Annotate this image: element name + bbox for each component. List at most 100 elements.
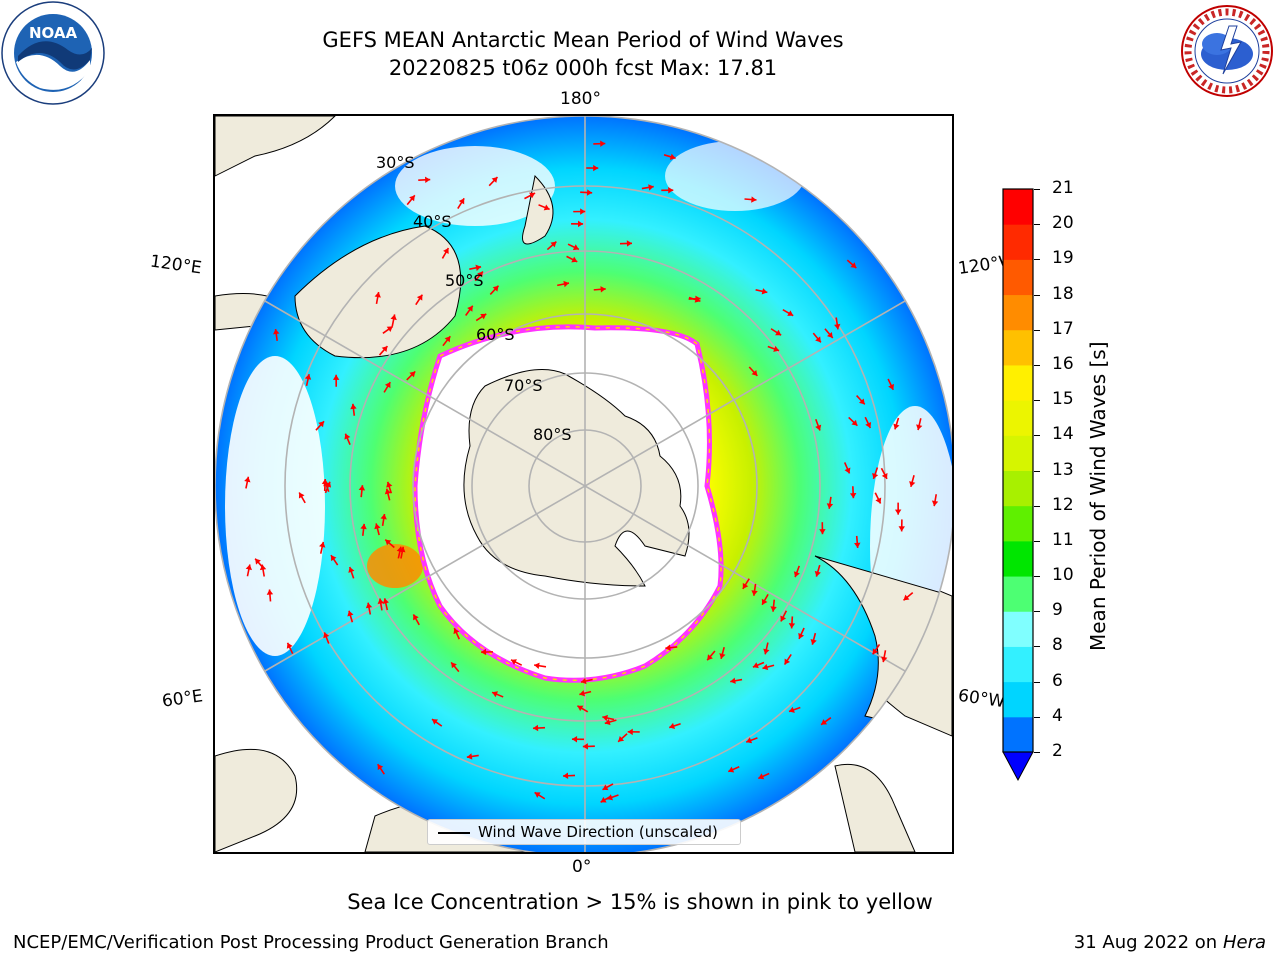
wind-wave-arrowhead bbox=[273, 328, 280, 335]
wind-wave-arrowhead bbox=[543, 204, 550, 211]
legend-line-swatch bbox=[438, 832, 470, 834]
wind-wave-arrowhead bbox=[385, 539, 392, 546]
wind-wave-arrowhead bbox=[618, 735, 625, 742]
wind-wave-arrowhead bbox=[384, 488, 392, 495]
noaa-logo-text: NOAA bbox=[29, 24, 78, 42]
wind-wave-arrowhead bbox=[607, 794, 614, 801]
wind-wave-arrowhead bbox=[577, 705, 584, 712]
colorbar-tick-mark bbox=[1034, 505, 1040, 507]
wind-wave-arrows bbox=[244, 140, 939, 803]
wind-wave-arrowhead bbox=[380, 513, 387, 520]
wind-wave-arrowhead bbox=[872, 648, 879, 655]
wind-wave-arrowhead bbox=[286, 642, 293, 649]
colorbar-segment bbox=[1003, 364, 1033, 401]
wind-wave-arrowhead bbox=[798, 632, 805, 639]
map-canvas bbox=[215, 116, 952, 852]
wind-wave-arrowhead bbox=[348, 567, 355, 573]
wind-wave-arrowhead bbox=[266, 589, 274, 595]
wind-wave-arrowhead bbox=[751, 369, 758, 376]
wind-wave-arrowhead bbox=[788, 623, 796, 629]
wind-wave-arrowhead bbox=[477, 271, 483, 278]
colorbar-segment bbox=[1003, 259, 1033, 296]
colorbar-tick-mark bbox=[1034, 576, 1040, 578]
wind-wave-arrowhead bbox=[533, 724, 539, 732]
wind-wave-arrowhead bbox=[761, 598, 768, 605]
graticule bbox=[215, 116, 952, 852]
colorbar-tick-mark bbox=[1034, 681, 1040, 683]
wind-wave-arrowhead bbox=[854, 542, 861, 548]
legend-label: Wind Wave Direction (unscaled) bbox=[478, 823, 718, 841]
wind-wave-arrowhead bbox=[600, 796, 607, 803]
wind-wave-arrowhead bbox=[600, 286, 606, 293]
colorbar-tick-mark bbox=[1034, 540, 1040, 542]
wind-wave-arrowhead bbox=[580, 677, 587, 685]
wind-wave-arrowhead bbox=[444, 336, 451, 343]
wind-wave-arrowhead bbox=[648, 184, 654, 191]
wind-wave-arrowhead bbox=[451, 662, 457, 669]
colorbar-tick-label: 12 bbox=[1052, 494, 1074, 515]
colorbar-segment bbox=[1003, 681, 1033, 718]
colorbar-segment bbox=[1003, 540, 1033, 577]
colorbar-tick-mark bbox=[1034, 646, 1040, 648]
lon-label-60e: 60°E bbox=[160, 686, 205, 712]
lon-label-0: 0° bbox=[572, 857, 592, 877]
wind-wave-arrowhead bbox=[467, 305, 473, 312]
wind-wave-arrowhead bbox=[604, 718, 611, 726]
wind-wave-arrowhead bbox=[563, 280, 569, 288]
wind-wave-arrowhead bbox=[321, 478, 329, 485]
wind-wave-arrowhead bbox=[758, 773, 765, 780]
colorbar-tick-label: 4 bbox=[1052, 705, 1063, 726]
wind-wave-arrowhead bbox=[534, 662, 540, 669]
wind-wave-arrowhead bbox=[358, 485, 366, 491]
wind-wave-arrowhead bbox=[577, 220, 584, 228]
wind-wave-arrowhead bbox=[850, 262, 857, 269]
wind-wave-arrowhead bbox=[529, 192, 536, 199]
colorbar-tick-label: 17 bbox=[1052, 318, 1074, 339]
colorbar-tick-mark bbox=[1034, 189, 1040, 190]
colorbar-tick-mark bbox=[1034, 329, 1040, 331]
wind-wave-arrowhead bbox=[350, 403, 357, 410]
wind-wave-arrowhead bbox=[909, 481, 916, 487]
wind-wave-arrowhead bbox=[510, 659, 517, 665]
wind-wave-arrowhead bbox=[491, 177, 498, 183]
wind-wave-arrowhead bbox=[894, 509, 902, 515]
colorbar-tick-mark bbox=[1034, 611, 1040, 613]
wind-wave-arrowhead bbox=[323, 632, 330, 639]
wind-wave-arrowhead bbox=[694, 296, 701, 303]
lat-label-40s: 40°S bbox=[413, 212, 452, 231]
colorbar-extend-triangle bbox=[1002, 751, 1034, 782]
wind-wave-arrowhead bbox=[784, 658, 791, 665]
lon-label-180: 180° bbox=[560, 89, 601, 109]
wind-wave-arrowhead bbox=[384, 382, 391, 389]
wind-wave-arrowhead bbox=[563, 772, 569, 779]
antarctica bbox=[463, 369, 690, 587]
wind-wave-arrowhead bbox=[780, 615, 787, 622]
wind-wave-arrowhead bbox=[586, 189, 593, 196]
wind-wave-arrowhead bbox=[480, 313, 487, 320]
colorbar-tick-label: 14 bbox=[1052, 424, 1074, 445]
wind-wave-arrowhead bbox=[881, 656, 888, 663]
wind-wave-arrowhead bbox=[244, 476, 251, 483]
wind-wave-arrowhead bbox=[752, 662, 759, 669]
wind-wave-arrowhead bbox=[730, 677, 736, 684]
colorbar-tick-mark bbox=[1034, 400, 1040, 402]
wind-wave-arrowhead bbox=[602, 714, 609, 722]
wind-wave-arrowhead bbox=[453, 628, 460, 635]
wind-wave-arrowhead bbox=[374, 292, 381, 298]
wind-wave-arrowhead bbox=[751, 196, 757, 203]
wind-wave-arrowhead bbox=[582, 743, 589, 750]
colorbar-tick-label: 6 bbox=[1052, 670, 1063, 691]
wind-wave-arrowhead bbox=[834, 323, 841, 330]
colorbar-segment bbox=[1003, 716, 1033, 753]
wind-wave-arrowhead bbox=[815, 336, 821, 343]
wind-wave-arrowhead bbox=[844, 467, 851, 474]
wind-wave-arrowhead bbox=[550, 241, 557, 248]
wind-wave-arrowhead bbox=[826, 503, 834, 509]
wind-wave-arrowhead bbox=[826, 331, 833, 338]
wind-wave-arrowhead bbox=[409, 371, 416, 378]
colorbar-segment bbox=[1003, 505, 1033, 542]
footer-date: 31 Aug 2022 on Hera bbox=[1074, 932, 1266, 953]
wind-wave-arrowhead bbox=[424, 176, 431, 184]
colorbar-tick-mark bbox=[1034, 294, 1040, 296]
wind-wave-arrowhead bbox=[916, 424, 923, 431]
